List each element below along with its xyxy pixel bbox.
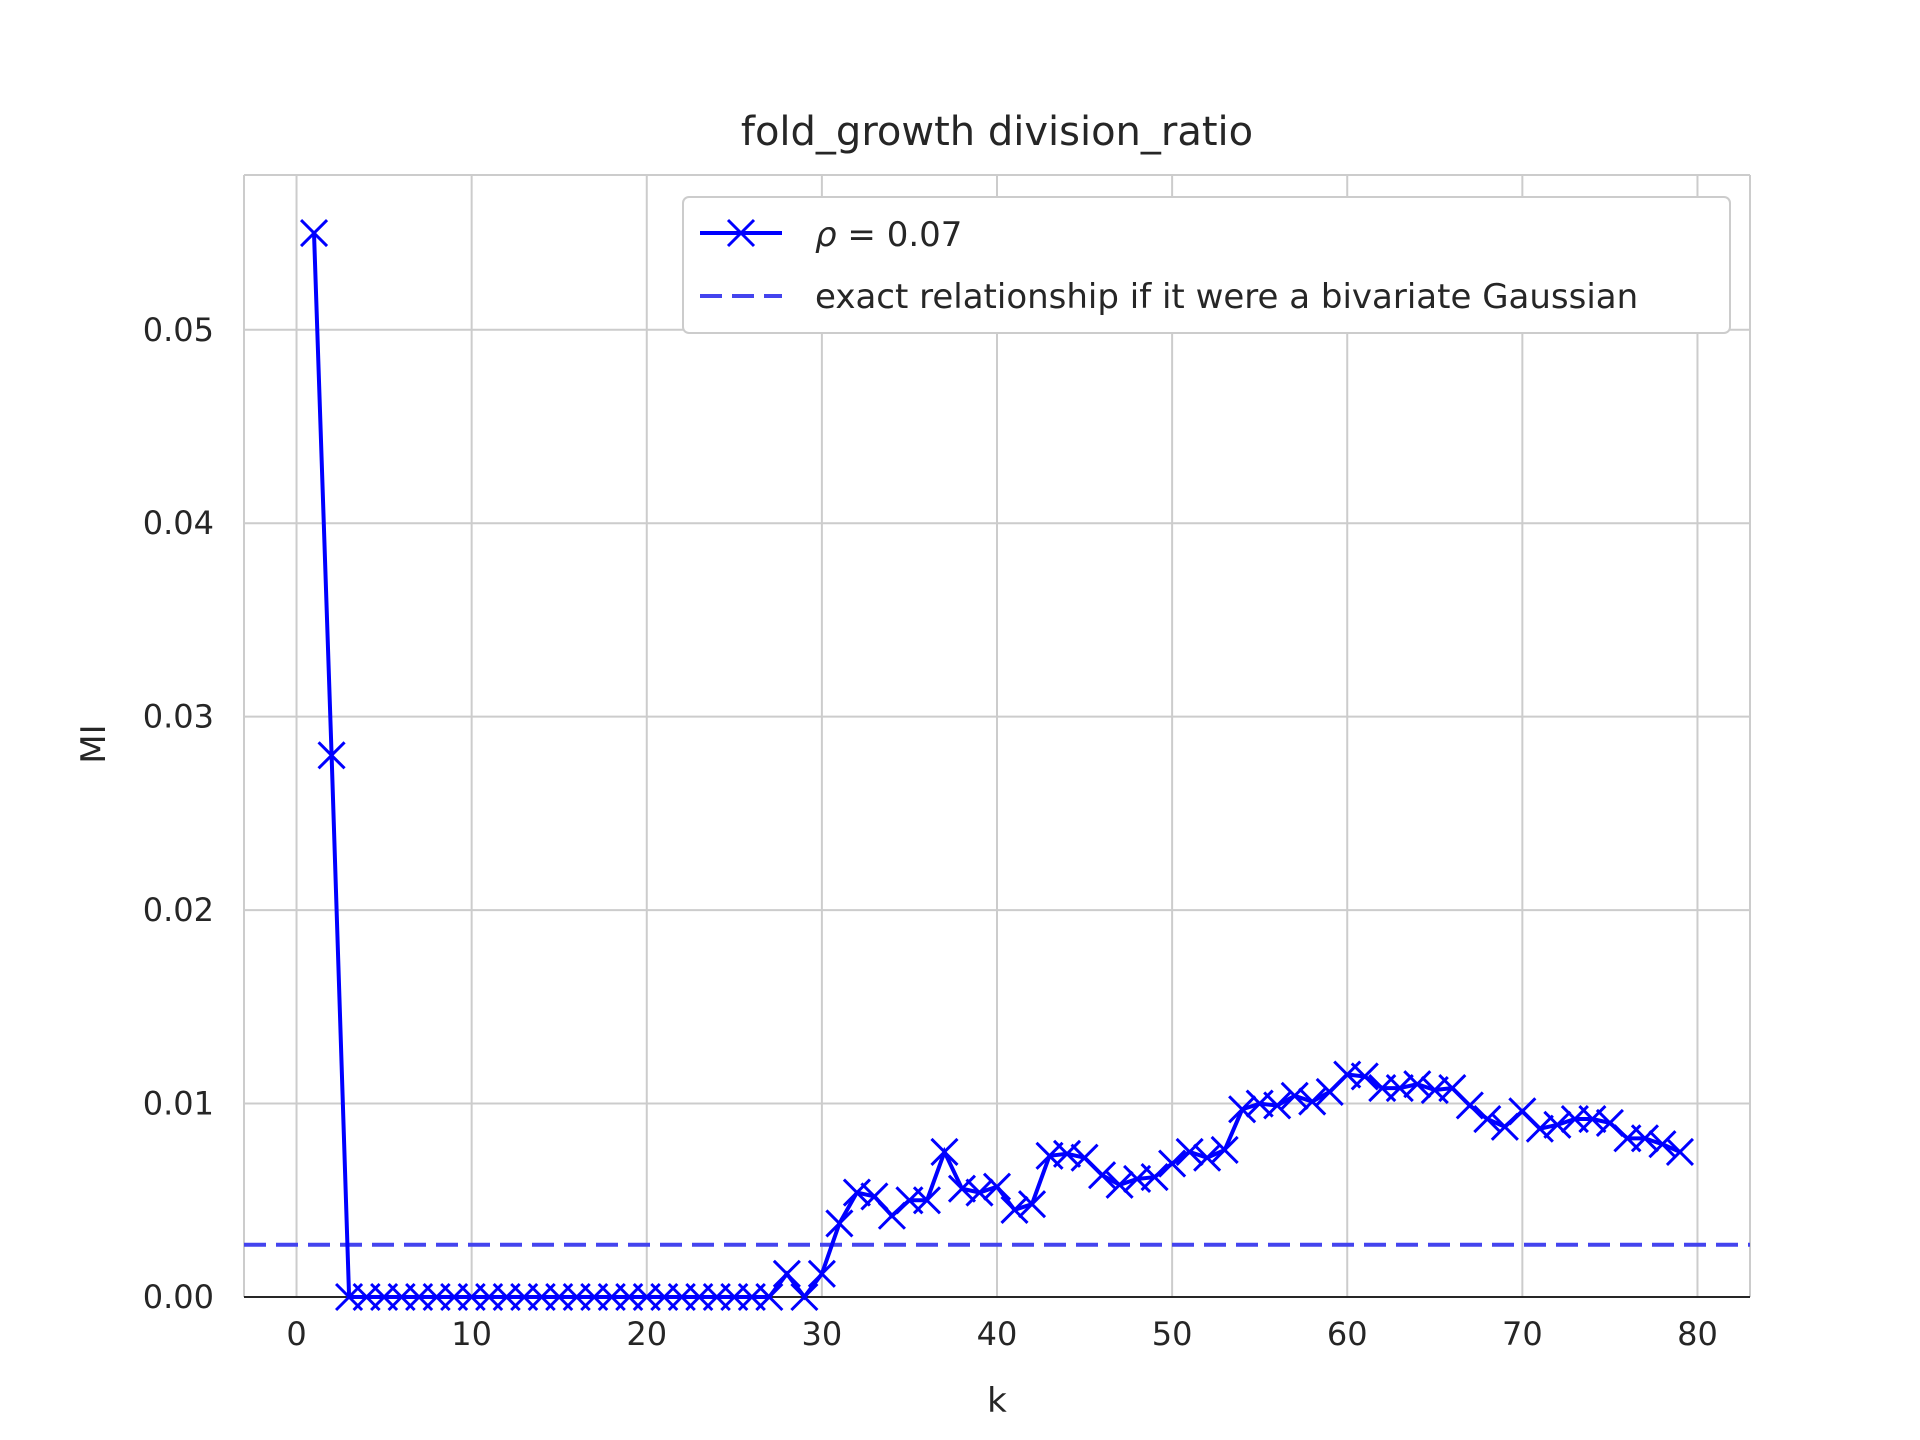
data-point-marker — [790, 1282, 819, 1312]
data-point-marker — [965, 1178, 994, 1207]
legend-box — [682, 196, 1731, 334]
data-point-marker — [1263, 1091, 1292, 1120]
x-tick-label: 20 — [626, 1315, 667, 1353]
data-point-marker — [299, 218, 329, 248]
data-point-marker — [1193, 1143, 1222, 1172]
data-point-marker — [842, 1178, 871, 1207]
data-point-marker — [1665, 1137, 1695, 1166]
x-tick-label: 70 — [1502, 1315, 1543, 1353]
data-point-marker — [1298, 1087, 1327, 1116]
legend-label-series: ρ = 0.07 — [815, 215, 962, 255]
data-point-marker — [1175, 1137, 1204, 1166]
data-point-marker — [1017, 1190, 1047, 1219]
y-tick-label: 0.01 — [143, 1085, 214, 1123]
x-axis-label: k — [987, 1381, 1007, 1421]
x-tick-label: 50 — [1152, 1315, 1193, 1353]
data-point-marker — [1350, 1062, 1379, 1091]
data-point-marker — [1210, 1135, 1239, 1165]
data-point-marker — [807, 1259, 836, 1288]
x-tick-label: 80 — [1677, 1315, 1718, 1353]
x-tick-label: 30 — [802, 1315, 843, 1353]
data-point-marker — [1140, 1163, 1169, 1192]
data-point-marker — [1158, 1149, 1187, 1178]
data-point-marker — [1630, 1124, 1659, 1153]
data-point-marker — [1052, 1139, 1082, 1168]
data-point-marker — [317, 741, 346, 770]
x-tick-label: 60 — [1327, 1315, 1368, 1353]
data-point-marker — [772, 1259, 801, 1288]
legend-marker-x — [726, 218, 756, 248]
data-point-marker — [1525, 1114, 1554, 1143]
legend-label-reference: exact relationship if it were a bivariat… — [815, 277, 1638, 317]
data-point-marker — [1648, 1130, 1677, 1159]
data-point-marker — [1543, 1110, 1572, 1139]
y-tick-label: 0.04 — [143, 504, 214, 542]
data-point-marker — [1280, 1081, 1309, 1110]
grid — [243, 174, 1751, 1298]
chart-title: fold_growth division_ratio — [741, 109, 1253, 155]
data-point-marker — [1473, 1104, 1502, 1134]
data-point-marker — [982, 1172, 1012, 1201]
data-point-marker — [755, 1282, 784, 1312]
data-point-marker — [1105, 1170, 1134, 1199]
data-point-marker — [1578, 1104, 1607, 1134]
data-point-marker — [947, 1174, 977, 1203]
x-tick-label: 10 — [451, 1315, 492, 1353]
data-point-marker — [912, 1186, 942, 1215]
x-tick-label: 40 — [977, 1315, 1018, 1353]
data-point-marker — [1455, 1091, 1484, 1120]
y-tick-label: 0.02 — [143, 891, 214, 929]
y-tick-label: 0.05 — [143, 311, 214, 349]
data-point-marker — [1403, 1070, 1432, 1099]
data-point-marker — [1228, 1095, 1257, 1124]
data-point-marker — [1385, 1074, 1414, 1103]
legend: ρ = 0.07 exact relationship if it were a… — [682, 196, 1731, 334]
x-tick-label: 0 — [286, 1315, 306, 1353]
data-point-marker — [825, 1209, 854, 1238]
y-axis-label: MI — [74, 724, 114, 763]
mi-series-markers — [299, 218, 1695, 1312]
y-tick-label: 0.03 — [143, 698, 214, 736]
y-tick-labels: 0.00 0.01 0.02 0.03 0.04 0.05 — [143, 311, 214, 1316]
data-point-marker — [1088, 1161, 1117, 1190]
data-point-marker — [930, 1137, 959, 1166]
x-tick-labels: 0 10 20 30 40 50 60 70 80 — [286, 1315, 1717, 1353]
y-tick-label: 0.00 — [143, 1278, 214, 1316]
data-point-marker — [1000, 1195, 1029, 1225]
